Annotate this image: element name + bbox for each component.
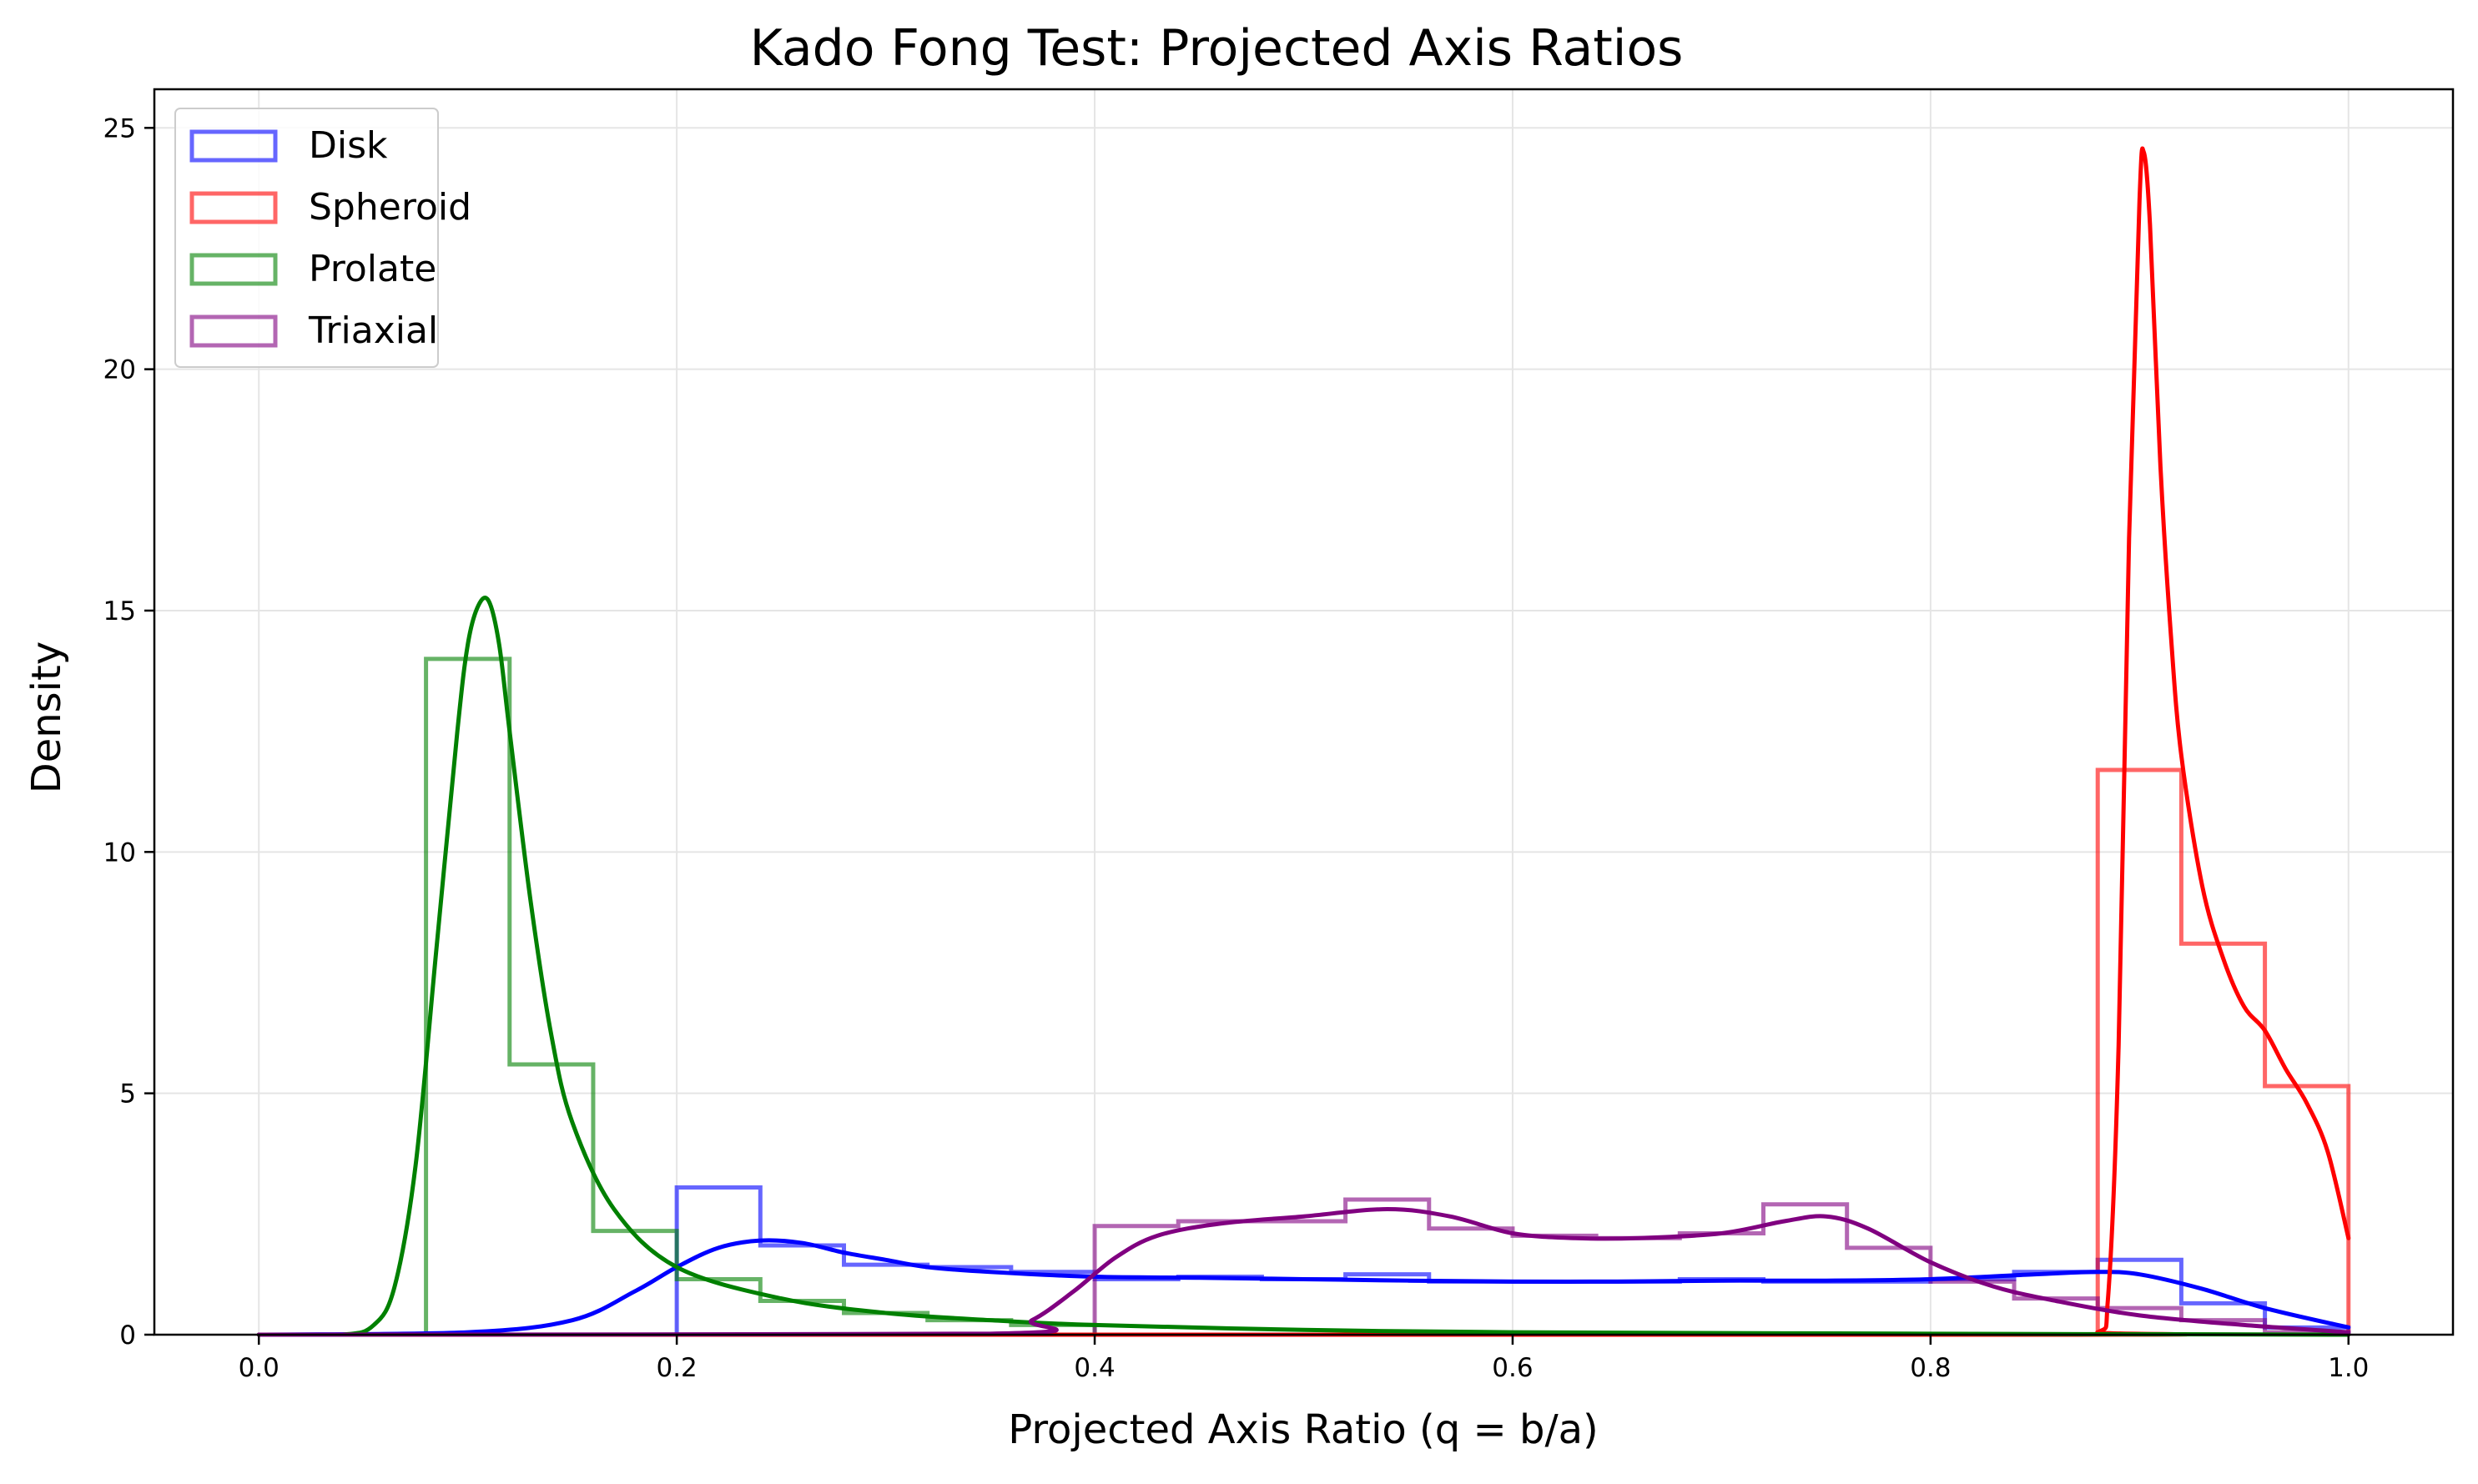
legend-label-prolate: Prolate [309,248,436,290]
y-tick-label: 0 [119,1321,136,1351]
legend-box [174,108,439,368]
x-tick-label: 0.8 [1910,1353,1951,1383]
y-tick-label: 15 [103,596,136,626]
y-tick-label: 5 [119,1079,136,1109]
legend-label-triaxial: Triaxial [308,309,438,352]
legend-swatch-prolate [189,253,278,286]
y-tick-label: 25 [103,113,136,143]
legend-swatch-disk [189,129,278,163]
x-tick-label: 0.4 [1074,1353,1115,1383]
x-tick-label: 1.0 [2328,1353,2369,1383]
hist-triaxial [1092,1197,2351,1335]
axis-ticks: 0.0 0.2 0.4 0.6 0.8 1.0 0 5 10 15 20 25 [103,113,2370,1383]
legend-swatch-triaxial [189,314,278,348]
kde-prolate [256,596,2351,1337]
legend-swatch-spheroid [189,191,278,224]
y-axis-label: Density [23,641,70,793]
x-tick-label: 0.6 [1492,1353,1533,1383]
legend-label-disk: Disk [309,124,388,167]
legend-label-spheroid: Spheroid [309,186,471,229]
hist-spheroid [2095,767,2351,1335]
x-axis-label: Projected Axis Ratio (q = b/a) [1008,1406,1599,1453]
x-tick-label: 0.2 [656,1353,697,1383]
y-tick-label: 20 [103,355,136,385]
legend: Disk Spheroid Prolate Triaxial [174,108,471,368]
y-tick-label: 10 [103,838,136,868]
x-tick-label: 0.0 [239,1353,280,1383]
kde-triaxial [256,1207,2351,1337]
chart-title: Kado Fong Test: Projected Axis Ratios [750,19,1684,78]
plot-frame [153,88,2455,1336]
